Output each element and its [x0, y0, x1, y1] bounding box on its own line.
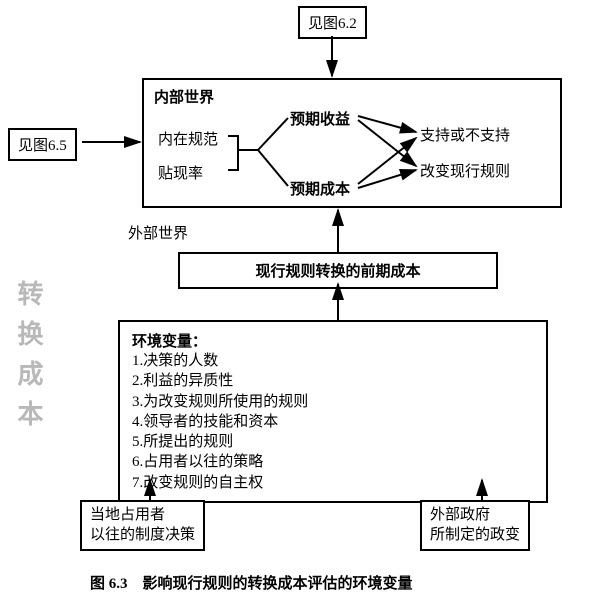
- ref-left-label: 见图6.5: [18, 138, 67, 154]
- inner-exp-benefit: 预期收益: [290, 108, 350, 129]
- bottom-left-l2: 以往的制度决策: [90, 526, 195, 546]
- ref-left-box: 见图6.5: [8, 128, 77, 161]
- inner-norm: 内在规范: [158, 128, 218, 149]
- bottom-right-l2: 所制定的政变: [430, 526, 520, 546]
- inner-discount: 贴现率: [158, 162, 203, 183]
- ref-top-box: 见图6.2: [298, 6, 367, 39]
- env-item: 6.占用者以往的策略: [132, 452, 534, 472]
- env-item: 7.改变规则的自主权: [132, 473, 534, 493]
- env-item: 3.为改变规则所使用的规则: [132, 392, 534, 412]
- inner-world-title: 内部世界: [154, 86, 550, 107]
- bottom-right-box: 外部政府 所制定的政变: [420, 500, 530, 551]
- env-item: 5.所提出的规则: [132, 432, 534, 452]
- bottom-right-l1: 外部政府: [430, 506, 520, 526]
- ref-top-label: 见图6.2: [308, 16, 357, 32]
- env-item: 1.决策的人数: [132, 351, 534, 371]
- outer-world-label: 外部世界: [128, 222, 188, 243]
- inner-change: 改变现行规则: [420, 160, 510, 181]
- env-item: 4.领导者的技能和资本: [132, 412, 534, 432]
- prior-cost-box: 现行规则转换的前期成本: [178, 252, 498, 289]
- inner-exp-cost: 预期成本: [290, 178, 350, 199]
- bottom-left-box: 当地占用者 以往的制度决策: [80, 500, 205, 551]
- watermark-text: 转换成本: [10, 280, 47, 440]
- figure-caption: 图 6.3 影响现行规则的转换成本评估的环境变量: [90, 572, 413, 593]
- prior-cost-label: 现行规则转换的前期成本: [255, 264, 420, 280]
- inner-support: 支持或不支持: [420, 124, 510, 145]
- env-list: 1.决策的人数 2.利益的异质性 3.为改变规则所使用的规则 4.领导者的技能和…: [132, 351, 534, 493]
- env-item: 2.利益的异质性: [132, 371, 534, 391]
- bottom-left-l1: 当地占用者: [90, 506, 195, 526]
- env-box: 环境变量： 1.决策的人数 2.利益的异质性 3.为改变规则所使用的规则 4.领…: [118, 320, 548, 503]
- env-heading: 环境变量：: [132, 330, 534, 351]
